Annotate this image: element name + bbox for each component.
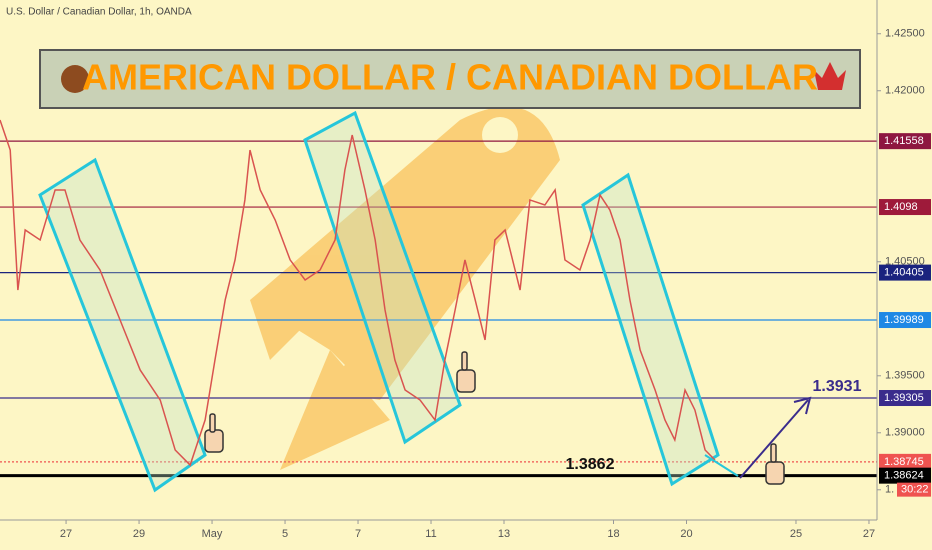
x-tick-label: 25	[790, 528, 802, 540]
y-tick-label: 1.	[885, 484, 894, 496]
price-badge-label: 1.4098	[884, 201, 918, 213]
x-tick-label: 29	[133, 528, 145, 540]
y-tick-label: 1.39500	[885, 370, 925, 382]
x-tick-label: 27	[60, 528, 72, 540]
price-badge	[879, 453, 931, 470]
y-tick-label: 1.42500	[885, 28, 925, 40]
x-tick-label: 13	[498, 528, 510, 540]
price-badge-label: 1.38624	[884, 470, 924, 482]
x-tick-label: 11	[425, 528, 436, 540]
x-tick-label: 18	[607, 528, 619, 540]
price-badge	[879, 199, 931, 216]
price-badge	[879, 312, 931, 329]
arrows	[704, 396, 812, 479]
annotation: 1.3931	[813, 378, 862, 395]
price-badge-label: 1.39305	[884, 392, 924, 404]
price-badge	[879, 133, 931, 150]
price-badge	[879, 390, 931, 407]
symbol-header: U.S. Dollar / Canadian Dollar, 1h, OANDA	[6, 7, 192, 18]
x-tick-label: 5	[282, 528, 288, 540]
pointer-icons	[204, 351, 785, 485]
price-badge-label: 1.40405	[884, 267, 924, 279]
price-badge-label: 1.41558	[884, 135, 924, 147]
price-badge	[879, 467, 931, 484]
x-tick-label: May	[202, 528, 223, 540]
football-icon	[61, 65, 89, 93]
countdown-badge	[897, 482, 931, 497]
price-badge	[879, 264, 931, 281]
price-badge-label: 1.39989	[884, 314, 924, 326]
countdown: 30:22	[901, 484, 929, 496]
annotation: 1.3862	[566, 456, 615, 473]
banner-title: AMERICAN DOLLAR / CANADIAN DOLLAR	[82, 57, 818, 98]
x-tick-label: 7	[355, 528, 361, 540]
x-tick-label: 27	[863, 528, 875, 540]
y-tick-label: 1.39000	[885, 427, 925, 439]
y-tick-label: 1.42000	[885, 85, 925, 97]
x-tick-label: 20	[680, 528, 692, 540]
price-line	[0, 119, 716, 467]
banner-box	[39, 49, 861, 109]
maple-icon	[814, 62, 846, 90]
price-badge-label: 1.38745	[884, 456, 924, 468]
